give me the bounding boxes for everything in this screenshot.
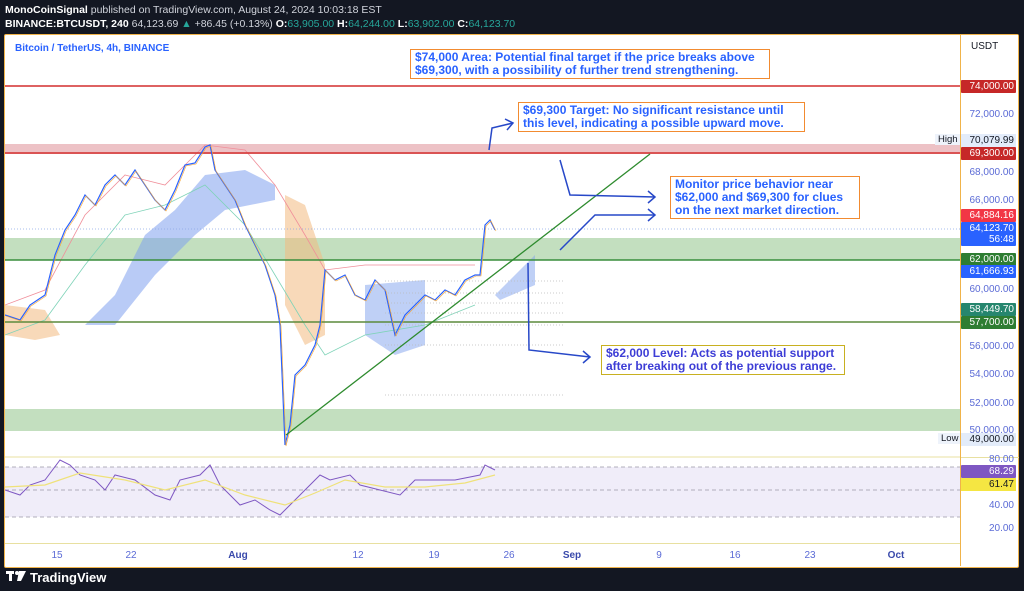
tag-64884: 64,884.16 — [961, 209, 1016, 222]
time-tick: 12 — [352, 550, 364, 561]
tag-last-price: 64,123.70 — [961, 222, 1016, 235]
close-label: C: — [457, 18, 469, 30]
open-label: O: — [275, 18, 288, 30]
rsi-tick-80: 80.00 — [988, 454, 1014, 465]
time-axis[interactable]: 15 22 Aug 12 19 26 Sep 9 16 23 Oct — [5, 543, 960, 566]
time-tick: Oct — [887, 550, 905, 561]
time-tick: Sep — [562, 550, 582, 561]
rsi-tick-40: 40.00 — [988, 500, 1014, 511]
time-tick: 16 — [729, 550, 741, 561]
tick-72000: 72,000.00 — [969, 109, 1015, 120]
tag-57700: 57,700.00 — [961, 316, 1016, 329]
tag-low: 49,000.00 — [961, 433, 1016, 446]
tick-68000: 68,000.00 — [969, 167, 1015, 178]
price-axis[interactable]: USDT 74,000.00 72,000.00 70,079.99 69,30… — [960, 35, 1019, 566]
time-tick: 26 — [503, 550, 515, 561]
up-triangle-icon: ▲ — [181, 18, 192, 30]
symbol: BINANCE:BTCUSDT, 240 — [5, 18, 129, 30]
tag-high: 70,079.99 — [961, 134, 1016, 147]
time-tick: 15 — [51, 550, 63, 561]
low-label: L: — [397, 18, 408, 30]
close-value: 64,123.70 — [468, 18, 516, 30]
tag-62000: 62,000.00 — [961, 253, 1016, 266]
tag-74000: 74,000.00 — [961, 80, 1016, 93]
brand-name: TradingView — [30, 570, 107, 585]
publisher-name[interactable]: MonoCoinSignal — [5, 4, 88, 16]
note-monitor[interactable]: Monitor price behavior near $62,000 and … — [670, 176, 860, 219]
tick-52000: 52,000.00 — [969, 398, 1015, 409]
time-tick: Aug — [228, 550, 248, 561]
tag-61666: 61,666.93 — [961, 265, 1016, 278]
low-label: Low — [938, 433, 962, 444]
tradingview-logo-icon — [6, 570, 26, 585]
currency-label: USDT — [971, 41, 999, 52]
time-tick: 22 — [125, 550, 137, 561]
high-label: H: — [337, 18, 349, 30]
last-price: 64,123.69 — [131, 18, 179, 30]
note-69300[interactable]: $69,300 Target: No significant resistanc… — [518, 102, 805, 132]
tag-58449: 58,449.70 — [961, 303, 1016, 316]
rsi-tick-20: 20.00 — [988, 523, 1014, 534]
open-value: 63,905.00 — [287, 18, 335, 30]
tick-66000: 66,000.00 — [969, 195, 1015, 206]
tag-rsi: 68.29 — [961, 465, 1016, 478]
low-value: 63,902.00 — [407, 18, 455, 30]
chart-title: Bitcoin / TetherUS, 4h, BINANCE — [15, 43, 170, 54]
chart-frame[interactable]: Bitcoin / TetherUS, 4h, BINANCE $74,000 … — [4, 34, 1019, 568]
tick-56000: 56,000.00 — [969, 341, 1015, 352]
tick-50000: 50,000.00 — [969, 425, 1015, 436]
tick-60000: 60,000.00 — [969, 284, 1015, 295]
high-value: 64,244.00 — [348, 18, 395, 30]
tick-54000: 54,000.00 — [969, 369, 1015, 380]
high-label: High — [935, 134, 961, 145]
tradingview-logo[interactable]: TradingView — [6, 570, 106, 585]
time-tick: 9 — [656, 550, 662, 561]
publish-header: MonoCoinSignal published on TradingView.… — [0, 0, 1024, 34]
tag-69300: 69,300.00 — [961, 147, 1016, 160]
time-tick: 19 — [428, 550, 440, 561]
published-text: published on TradingView.com, August 24,… — [90, 4, 382, 16]
chart-canvas[interactable] — [5, 35, 960, 543]
time-tick: 23 — [804, 550, 816, 561]
note-74000[interactable]: $74,000 Area: Potential final target if … — [410, 49, 770, 79]
note-62000[interactable]: $62,000 Level: Acts as potential support… — [601, 345, 845, 375]
price-change: +86.45 (+0.13%) — [194, 18, 273, 30]
tag-rsi-ma: 61.47 — [961, 478, 1016, 491]
tag-countdown: 56:48 — [961, 233, 1016, 246]
